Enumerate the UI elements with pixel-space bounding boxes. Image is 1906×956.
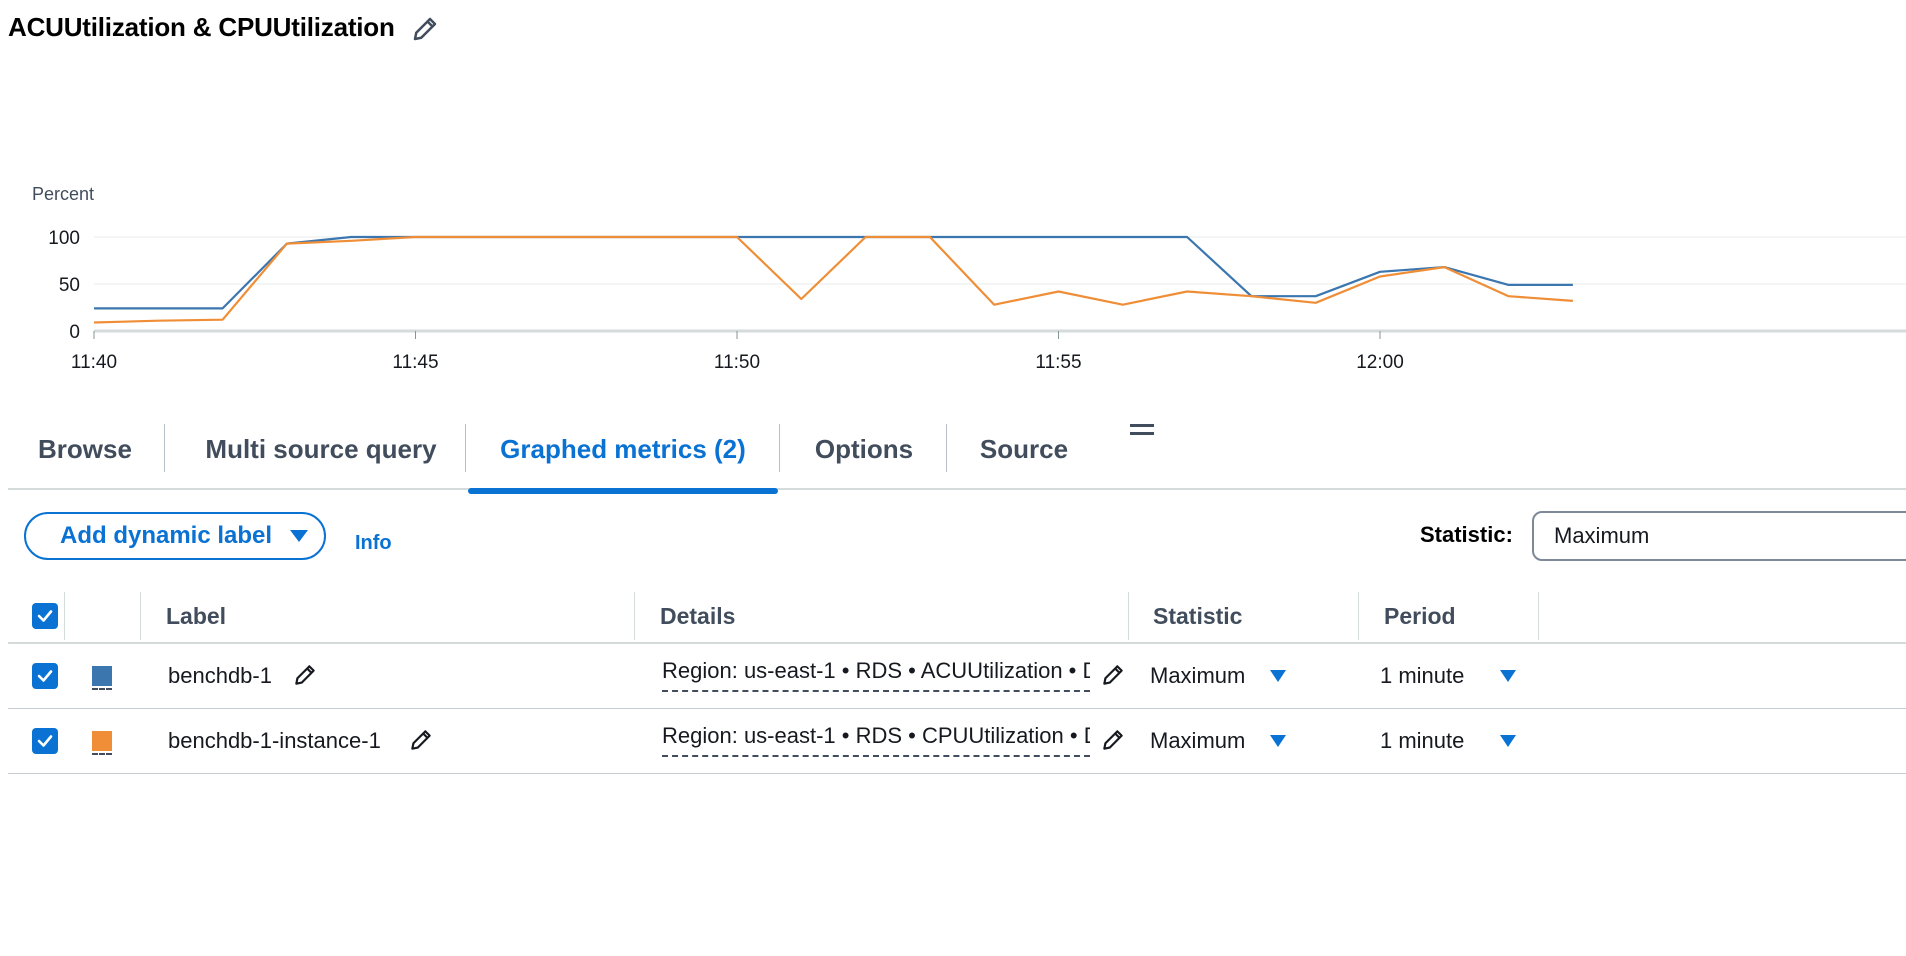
row-period-value: 1 minute	[1380, 728, 1465, 753]
row-statistic-value: Maximum	[1150, 663, 1246, 688]
series-color-swatch[interactable]	[92, 666, 112, 690]
x-tick-label: 11:45	[392, 352, 438, 373]
row-label: benchdb-1	[168, 663, 272, 688]
column-divider	[634, 592, 635, 640]
widget-title: ACUUtilization & CPUUtilization	[8, 12, 395, 42]
resize-handle-icon[interactable]	[1130, 424, 1154, 440]
column-divider	[1128, 592, 1129, 640]
caret-down-icon	[1500, 735, 1516, 747]
check-icon	[37, 735, 53, 747]
row-checkbox[interactable]	[32, 663, 58, 689]
pencil-icon	[411, 730, 431, 750]
tab-graphed-metrics[interactable]: Graphed metrics (2)	[468, 410, 778, 494]
edit-details-button[interactable]	[1100, 727, 1126, 753]
add-dynamic-label-text: Add dynamic label	[60, 522, 273, 549]
x-tick-label: 11:50	[714, 352, 760, 373]
info-link[interactable]: Info	[355, 532, 392, 554]
row-period-value: 1 minute	[1380, 663, 1465, 688]
pencil-icon	[1103, 665, 1123, 685]
y-tick-label: 0	[69, 322, 80, 343]
row-statistic-select[interactable]: Maximum	[1150, 709, 1320, 773]
column-divider	[1358, 592, 1359, 640]
column-header-label[interactable]: Label	[166, 602, 227, 629]
caret-down-icon	[290, 530, 309, 542]
edit-title-button[interactable]	[410, 14, 440, 44]
pencil-icon	[1103, 730, 1123, 750]
tab-divider	[465, 424, 466, 472]
row-label: benchdb-1-instance-1	[168, 728, 381, 753]
series-line-1	[94, 235, 1573, 310]
column-header-statistic[interactable]: Statistic	[1153, 602, 1243, 629]
statistic-select[interactable]: Maximum	[1532, 511, 1906, 561]
table-header: Label Details Statistic Period	[8, 590, 1906, 644]
y-tick-label: 100	[48, 228, 80, 249]
row-statistic-value: Maximum	[1150, 728, 1246, 753]
column-header-details[interactable]: Details	[660, 602, 736, 629]
tab-label: Graphed metrics (2)	[500, 433, 746, 464]
y-axis-label: Percent	[32, 184, 94, 204]
column-header-period[interactable]: Period	[1384, 602, 1456, 629]
tab-label: Source	[979, 433, 1069, 464]
select-all-checkbox[interactable]	[32, 603, 58, 629]
tab-options[interactable]: Options	[788, 410, 940, 488]
tab-browse[interactable]: Browse	[20, 410, 150, 488]
x-tick-label: 11:40	[71, 352, 117, 373]
row-details[interactable]: Region: us-east-1 • RDS • CPUUtilization…	[662, 723, 1090, 757]
series-color-swatch[interactable]	[92, 731, 112, 755]
pencil-icon	[295, 665, 315, 685]
tab-multi-source-query[interactable]: Multi source query	[180, 410, 462, 488]
row-period-select[interactable]: 1 minute	[1380, 709, 1550, 773]
tab-divider	[946, 424, 947, 472]
table-row: benchdb-1 Region: us-east-1 • RDS • ACUU…	[8, 644, 1906, 709]
tab-label: Multi source query	[205, 433, 437, 464]
check-icon	[37, 610, 53, 622]
column-divider	[1538, 592, 1539, 640]
column-divider	[64, 592, 65, 640]
edit-details-button[interactable]	[1100, 662, 1126, 688]
add-dynamic-label-button[interactable]: Add dynamic label	[24, 512, 326, 560]
x-tick-label: 11:55	[1035, 352, 1081, 373]
row-details[interactable]: Region: us-east-1 • RDS • ACUUtilization…	[662, 658, 1090, 692]
check-icon	[37, 670, 53, 682]
row-period-select[interactable]: 1 minute	[1380, 644, 1550, 708]
x-tick-label: 12:00	[1356, 352, 1404, 373]
column-divider	[140, 592, 141, 640]
tab-label: Options	[814, 433, 914, 464]
caret-down-icon	[1270, 670, 1286, 682]
edit-label-button[interactable]	[292, 662, 318, 688]
y-tick-label: 50	[59, 275, 80, 296]
series-line-2	[93, 235, 1573, 324]
row-statistic-select[interactable]: Maximum	[1150, 644, 1320, 708]
caret-down-icon	[1500, 670, 1516, 682]
tab-divider	[164, 424, 165, 472]
edit-label-button[interactable]	[408, 727, 434, 753]
tab-divider	[779, 424, 780, 472]
statistic-select-value: Maximum	[1554, 523, 1650, 548]
table-row: benchdb-1-instance-1 Region: us-east-1 •…	[8, 709, 1906, 774]
metrics-chart: Percent 0 50 100 11:40 11:45 11:50 11:55 12:00	[32, 184, 1906, 373]
tab-source[interactable]: Source	[956, 410, 1092, 488]
caret-down-icon	[1270, 735, 1286, 747]
row-checkbox[interactable]	[32, 728, 58, 754]
tab-bar: Browse Multi source query Graphed metric…	[8, 410, 1906, 494]
tab-label: Browse	[38, 433, 132, 464]
pencil-icon	[413, 17, 437, 41]
statistic-label: Statistic:	[1420, 522, 1513, 547]
